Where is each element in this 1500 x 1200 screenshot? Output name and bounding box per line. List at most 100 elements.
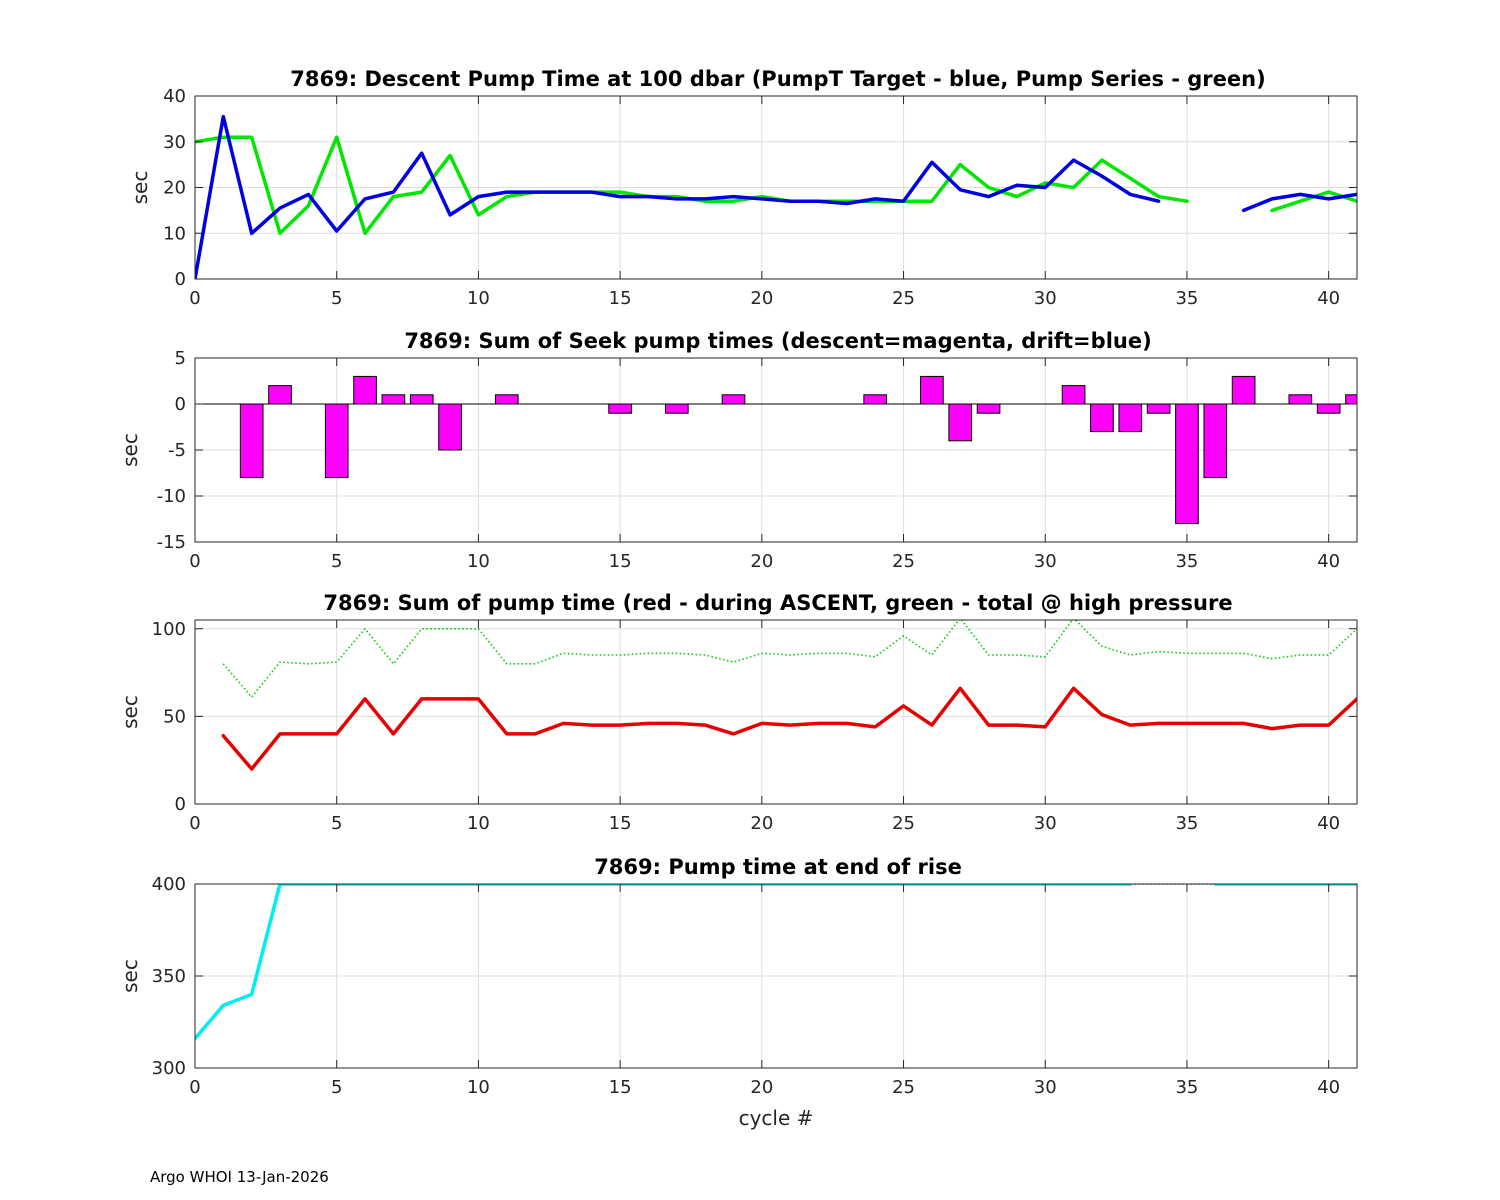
chart-panel-1: 0 5 10 15 20 25 30 35 40 0 10 20 30 40 7869: Descent P… — [128, 67, 1358, 309]
bar — [1288, 394, 1313, 405]
plot-area — [195, 375, 1357, 525]
x-tick-label: 5 — [331, 813, 342, 834]
x-tick-label: 20 — [750, 1077, 773, 1098]
bar — [1090, 403, 1114, 433]
x-tick-label: 0 — [189, 551, 200, 572]
y-tick-label: 350 — [152, 966, 186, 987]
y-tick-label: -5 — [168, 440, 186, 461]
bar — [324, 403, 349, 479]
x-tick-label: 30 — [1034, 1077, 1057, 1098]
x-tick-label: 10 — [467, 288, 490, 309]
y-axis-label: sec — [118, 695, 142, 729]
series-line-2 — [221, 686, 1357, 771]
x-tick-label: 20 — [750, 551, 773, 572]
x-tick-label: 10 — [467, 551, 490, 572]
y-tick-label: 5 — [175, 348, 186, 369]
y-axis-label: sec — [118, 433, 142, 467]
x-axis-label: cycle # — [739, 1106, 814, 1130]
y-tick-label: 20 — [163, 178, 186, 199]
bar — [239, 403, 264, 479]
x-tick-label: 35 — [1175, 813, 1198, 834]
y-tick-label: 100 — [152, 619, 186, 640]
x-tick-label: 30 — [1034, 288, 1057, 309]
y-tick-label: 300 — [152, 1058, 186, 1079]
x-tick-label: 20 — [750, 288, 773, 309]
x-tick-label: 0 — [189, 1077, 200, 1098]
bar — [409, 394, 434, 405]
y-tick-label: -10 — [157, 486, 186, 507]
bar — [1146, 403, 1171, 414]
plot-area — [195, 114, 1357, 279]
x-tick-label: 15 — [609, 288, 632, 309]
x-tick-label: 5 — [331, 551, 342, 572]
x-tick-label: 25 — [892, 1077, 915, 1098]
bar — [1061, 385, 1086, 405]
bar — [1175, 403, 1199, 525]
x-tick-label: 10 — [467, 1077, 490, 1098]
y-tick-label: 400 — [152, 874, 186, 895]
bar — [664, 403, 689, 414]
chart-panel-3: 0 5 10 15 20 25 30 35 40 0 50 100 7869: Sum of pump … — [118, 591, 1358, 834]
bar — [268, 385, 292, 405]
series-line-1 — [222, 620, 1357, 698]
x-tick-label: 35 — [1175, 1077, 1198, 1098]
x-tick-label: 15 — [609, 551, 632, 572]
x-tick-label: 40 — [1317, 813, 1340, 834]
bar — [438, 403, 462, 451]
x-tick-label: 5 — [331, 288, 342, 309]
bar — [381, 394, 406, 405]
x-tick-label: 40 — [1317, 1077, 1340, 1098]
y-tick-label: 40 — [163, 86, 186, 107]
plot-area — [195, 884, 1357, 1041]
axes-frame — [194, 619, 1358, 805]
x-tick-label: 20 — [750, 813, 773, 834]
bar — [1316, 403, 1341, 414]
chart-title: 7869: Sum of pump time (red - during ASC… — [323, 591, 1232, 615]
x-tick-label: 30 — [1034, 551, 1057, 572]
x-tick-label: 35 — [1175, 551, 1198, 572]
bar — [1345, 394, 1357, 405]
bar — [494, 394, 519, 405]
bar — [920, 375, 944, 405]
bar — [353, 375, 377, 405]
bar — [1231, 375, 1256, 405]
y-tick-label: 0 — [175, 794, 186, 815]
x-tick-label: 25 — [892, 288, 915, 309]
bar — [976, 403, 1001, 414]
y-tick-label: 0 — [175, 394, 186, 415]
chart-title: 7869: Pump time at end of rise — [594, 855, 962, 879]
series-line-2 — [195, 114, 1161, 279]
x-tick-label: 35 — [1175, 288, 1198, 309]
y-tick-label: -15 — [157, 532, 186, 553]
x-tick-label: 40 — [1317, 551, 1340, 572]
bar — [1203, 403, 1228, 479]
x-tick-label: 30 — [1034, 813, 1057, 834]
x-tick-label: 10 — [467, 813, 490, 834]
x-tick-label: 40 — [1317, 288, 1340, 309]
chart-panel-2: 0 5 10 15 20 25 30 35 40 -15 -10 -5 0 5 7869: Sum of S… — [118, 329, 1358, 572]
x-tick-label: 0 — [189, 813, 200, 834]
x-tick-label: 25 — [892, 813, 915, 834]
plot-area — [221, 620, 1357, 771]
bar — [1118, 403, 1143, 433]
series-line-2 — [195, 884, 1133, 1041]
bar — [721, 394, 746, 405]
y-tick-label: 50 — [163, 706, 186, 727]
x-tick-label: 15 — [609, 1077, 632, 1098]
chart-title: 7869: Descent Pump Time at 100 dbar (Pum… — [290, 67, 1265, 91]
x-tick-label: 25 — [892, 551, 915, 572]
chart-title: 7869: Sum of Seek pump times (descent=ma… — [404, 329, 1151, 353]
bar — [608, 403, 632, 414]
x-tick-label: 15 — [609, 813, 632, 834]
y-tick-label: 0 — [175, 269, 186, 290]
bar — [948, 403, 973, 442]
series-line-2 — [1241, 192, 1357, 213]
x-tick-label: 5 — [331, 1077, 342, 1098]
y-axis-label: sec — [128, 171, 152, 205]
chart-panel-4: 0 5 10 15 20 25 30 35 40 300 350 400 7869: Pump time… — [118, 855, 1358, 1130]
x-tick-label: 0 — [189, 288, 200, 309]
footer-text: Argo WHOI 13-Jan-2026 — [150, 1168, 329, 1186]
bar — [863, 394, 888, 405]
